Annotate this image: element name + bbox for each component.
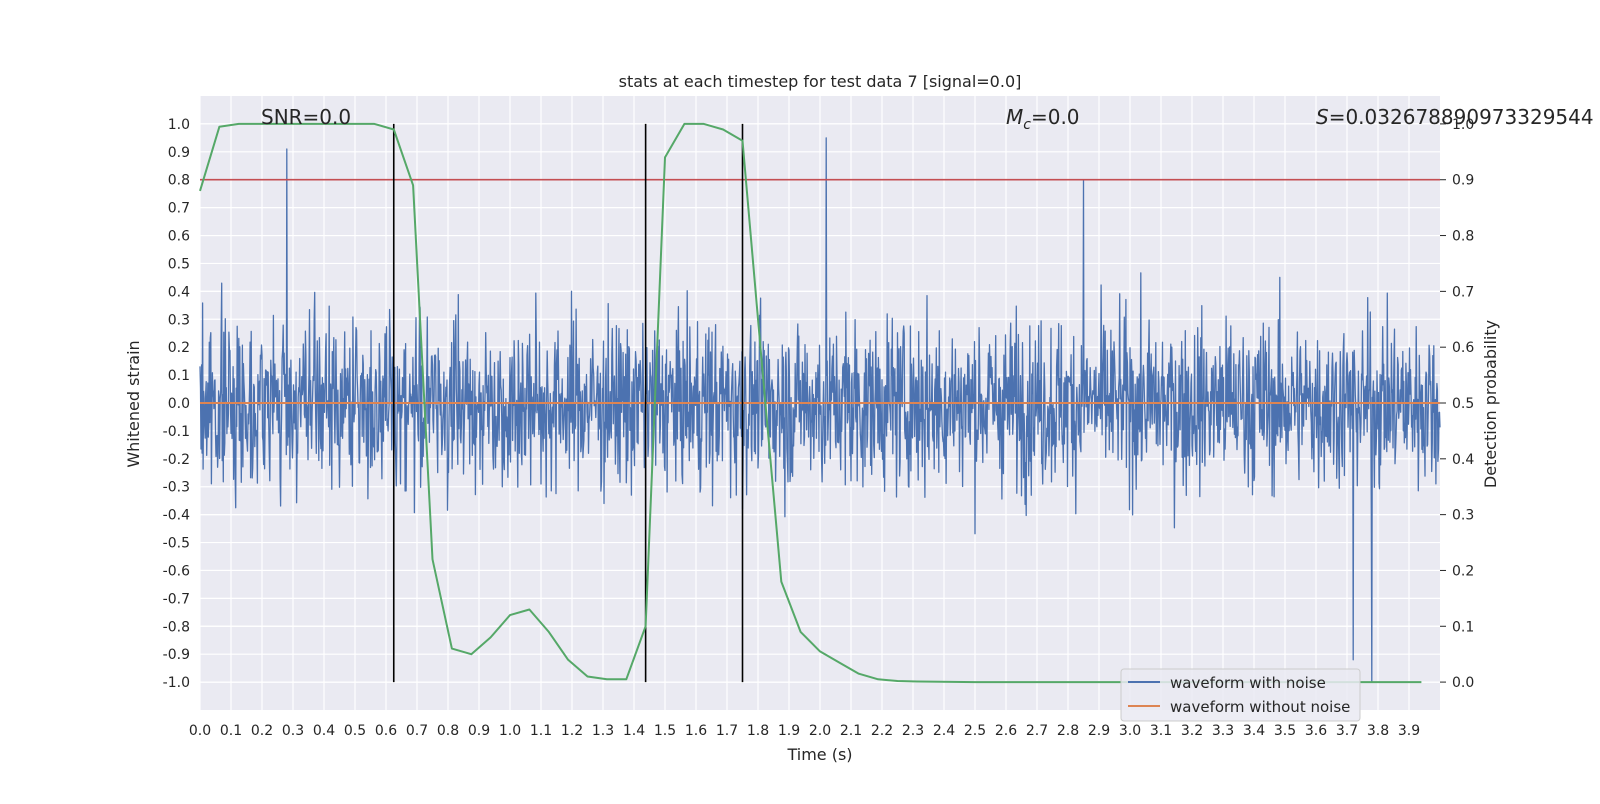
y-tick-label: -1.0 xyxy=(163,675,190,691)
s-annotation: S=0.032678890973329544 xyxy=(1316,105,1594,129)
waveform-with-noise-line xyxy=(199,137,1441,683)
y-tick-label: 1.0 xyxy=(168,117,190,133)
y-tick-label: 0.2 xyxy=(168,340,190,356)
x-tick-label: 3.6 xyxy=(1305,723,1327,739)
y2-tick-label: 1.0 xyxy=(1452,117,1474,133)
x-tick-label: 2.5 xyxy=(964,723,986,739)
x-tick-label: 0.2 xyxy=(251,723,273,739)
x-tick-label: 1.9 xyxy=(778,723,800,739)
x-tick-label: 3.1 xyxy=(1150,723,1172,739)
y-tick-label: 0.1 xyxy=(168,368,190,384)
y2-tick-label: 0.0 xyxy=(1452,675,1474,691)
x-tick-label: 3.2 xyxy=(1181,723,1203,739)
x-tick-label: 0.7 xyxy=(406,723,428,739)
x-tick-label: 3.8 xyxy=(1367,723,1389,739)
y2-tick-label: 0.1 xyxy=(1452,619,1474,635)
x-tick-label: 0.3 xyxy=(282,723,304,739)
legend-label-noise: waveform with noise xyxy=(1170,674,1326,692)
x-tick-label: 3.4 xyxy=(1243,723,1265,739)
x-tick-label: 0.1 xyxy=(220,723,242,739)
y2-tick-label: 0.9 xyxy=(1452,173,1474,189)
x-tick-label: 3.0 xyxy=(1119,723,1141,739)
y-tick-label: -0.2 xyxy=(163,452,190,468)
y-tick-label: -0.5 xyxy=(163,536,190,552)
y-tick-label: -0.6 xyxy=(163,563,190,579)
x-tick-label: 0.5 xyxy=(344,723,366,739)
x-tick-label: 1.8 xyxy=(747,723,769,739)
s-symbol: S xyxy=(1316,105,1329,129)
legend-label-clean: waveform without noise xyxy=(1170,698,1350,716)
y-tick-label: 0.9 xyxy=(168,145,190,161)
x-tick-label: 2.6 xyxy=(995,723,1017,739)
y-tick-label: -0.3 xyxy=(163,480,190,496)
y2-tick-label: 0.4 xyxy=(1452,452,1474,468)
tick-labels: 0.0 0.1 0.2 0.3 0.4 0.5 0.6 0.7 0.8 0.9 1.0 1.1 1.2 1… xyxy=(163,117,1475,739)
x-tick-label: 2.9 xyxy=(1088,723,1110,739)
x-tick-label: 2.2 xyxy=(871,723,893,739)
y-tick-label: 0.3 xyxy=(168,312,190,328)
x-tick-label: 2.4 xyxy=(933,723,955,739)
y2-tick-label: 0.6 xyxy=(1452,340,1474,356)
x-tick-label: 3.3 xyxy=(1212,723,1234,739)
x-axis-label: Time (s) xyxy=(786,745,852,764)
s-value: =0.032678890973329544 xyxy=(1329,105,1594,129)
mc-subscript: c xyxy=(1023,117,1031,133)
x-tick-label: 0.4 xyxy=(313,723,335,739)
x-tick-label: 1.4 xyxy=(623,723,645,739)
y-tick-label: -0.4 xyxy=(163,508,190,524)
y2-axis-label: Detection probability xyxy=(1481,320,1500,488)
x-tick-label: 2.8 xyxy=(1057,723,1079,739)
x-tick-label: 3.5 xyxy=(1274,723,1296,739)
x-tick-label: 1.6 xyxy=(685,723,707,739)
y-tick-label: 0.6 xyxy=(168,229,190,245)
snr-annotation: SNR=0.0 xyxy=(261,105,351,129)
x-tick-label: 3.7 xyxy=(1336,723,1358,739)
y-tick-label: 0.0 xyxy=(168,396,190,412)
mc-symbol: M xyxy=(1006,105,1023,129)
x-tick-label: 1.2 xyxy=(561,723,583,739)
y-axis-label: Whitened strain xyxy=(124,340,143,467)
y-tick-label: 0.8 xyxy=(168,173,190,189)
y2-tick-label: 0.2 xyxy=(1452,563,1474,579)
x-tick-label: 1.1 xyxy=(530,723,552,739)
y-tick-label: 0.5 xyxy=(168,256,190,272)
x-tick-label: 0.9 xyxy=(468,723,490,739)
mc-value: =0.0 xyxy=(1031,105,1080,129)
chart-title: stats at each timestep for test data 7 [… xyxy=(619,72,1022,91)
legend: waveform with noise waveform without noi… xyxy=(1120,668,1361,722)
overlay-lines xyxy=(199,122,1440,684)
x-tick-label: 3.9 xyxy=(1398,723,1420,739)
x-tick-label: 2.3 xyxy=(902,723,924,739)
x-tick-label: 1.0 xyxy=(499,723,521,739)
x-tick-label: 1.5 xyxy=(654,723,676,739)
x-tick-label: 2.7 xyxy=(1026,723,1048,739)
y-tick-label: -0.9 xyxy=(163,647,190,663)
waveform-with-noise-series xyxy=(199,137,1441,683)
x-tick-label: 0.6 xyxy=(375,723,397,739)
y2-tick-label: 0.7 xyxy=(1452,284,1474,300)
y-tick-label: 0.4 xyxy=(168,284,190,300)
y2-tick-label: 0.3 xyxy=(1452,508,1474,524)
detection-probability-line xyxy=(199,122,1422,684)
y-tick-label: 0.7 xyxy=(168,201,190,217)
x-tick-label: 1.7 xyxy=(716,723,738,739)
x-tick-label: 0.8 xyxy=(437,723,459,739)
x-tick-label: 1.3 xyxy=(592,723,614,739)
y2-tick-label: 0.8 xyxy=(1452,229,1474,245)
y-tick-label: -0.7 xyxy=(163,591,190,607)
mc-annotation: Mc=0.0 xyxy=(1006,105,1080,133)
y-tick-label: -0.1 xyxy=(163,424,190,440)
y2-tick-label: 0.5 xyxy=(1452,396,1474,412)
x-tick-label: 2.1 xyxy=(840,723,862,739)
x-tick-label: 0.0 xyxy=(189,723,211,739)
x-tick-label: 2.0 xyxy=(809,723,831,739)
y-tick-label: -0.8 xyxy=(163,619,190,635)
legend-box xyxy=(1120,668,1361,722)
